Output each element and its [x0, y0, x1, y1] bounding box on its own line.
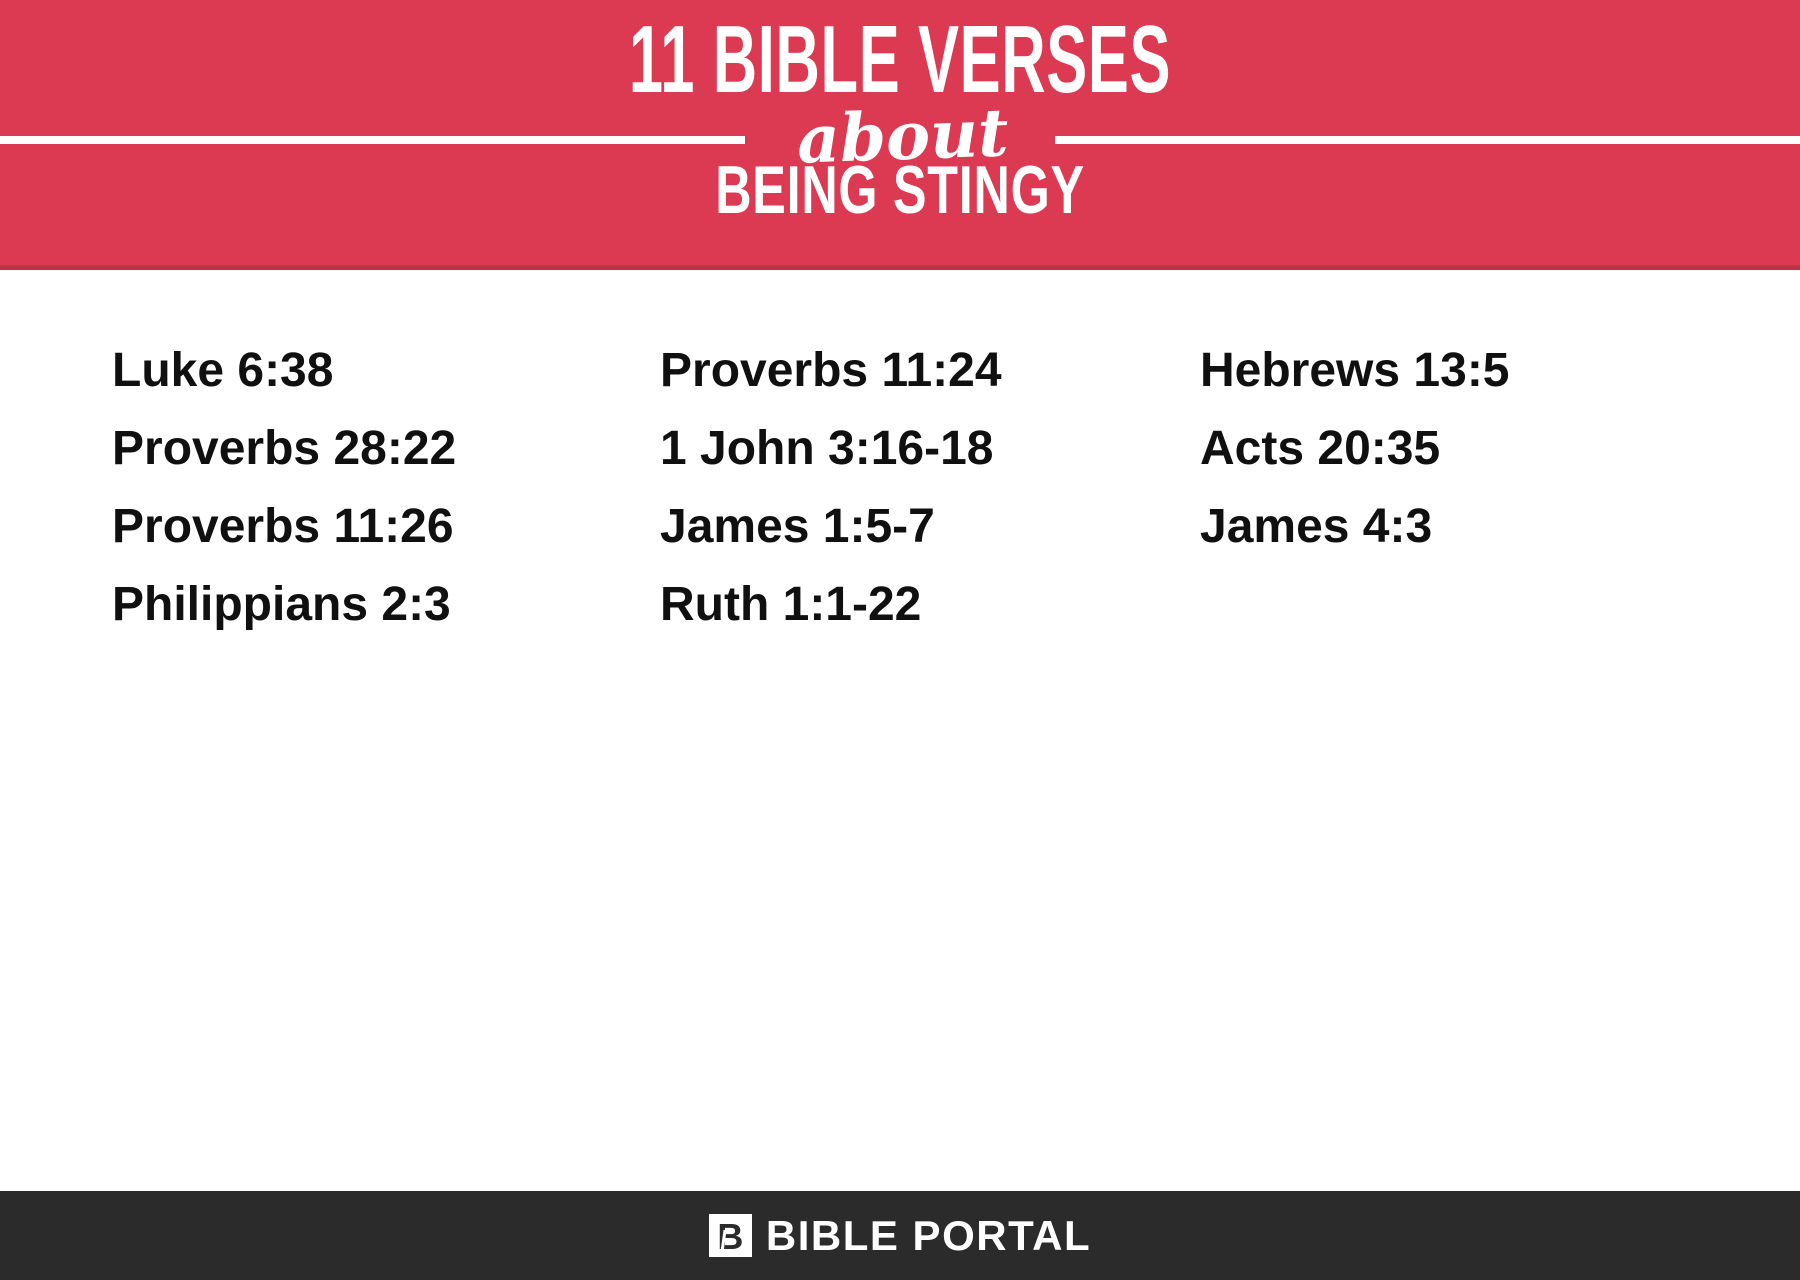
verse-reference: Proverbs 28:22: [112, 422, 457, 475]
verse-reference: Proverbs 11:26: [112, 500, 454, 553]
banner-divider-row: about: [0, 93, 1800, 184]
divider-line-left: [0, 136, 746, 144]
footer-bar: B BIBLE PORTAL: [0, 1191, 1800, 1280]
verse-reference: 1 John 3:16-18: [660, 422, 994, 475]
verse-column-3: Hebrews 13:5 Acts 20:35 James 4:3: [1200, 332, 1800, 1191]
bible-portal-logo-icon: B: [708, 1214, 752, 1257]
verse-list: Luke 6:38 Proverbs 28:22 Proverbs 11:26 …: [0, 270, 1800, 1191]
verse-reference: Luke 6:38: [112, 344, 334, 397]
banner-title: 11 BIBLE VERSES: [628, 6, 1172, 113]
footer-brand-text: BIBLE PORTAL: [765, 1211, 1092, 1259]
banner-subtitle: BEING STINGY: [715, 152, 1085, 228]
verse-reference: Acts 20:35: [1200, 422, 1441, 475]
verse-column-1: Luke 6:38 Proverbs 28:22 Proverbs 11:26 …: [112, 332, 660, 1191]
verse-reference: Hebrews 13:5: [1200, 344, 1510, 397]
verse-column-2: Proverbs 11:24 1 John 3:16-18 James 1:5-…: [660, 332, 1200, 1191]
verse-reference: Ruth 1:1-22: [660, 578, 922, 631]
divider-line-right: [1054, 136, 1800, 144]
verse-reference: James 4:3: [1200, 500, 1433, 553]
header-banner: 11 BIBLE VERSES about BEING STINGY: [0, 0, 1800, 270]
verse-reference: Proverbs 11:24: [660, 344, 1002, 397]
verse-reference: Philippians 2:3: [112, 578, 451, 631]
verse-reference: James 1:5-7: [660, 500, 935, 553]
